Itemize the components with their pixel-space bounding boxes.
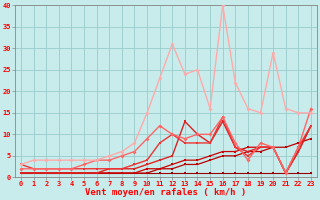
X-axis label: Vent moyen/en rafales ( km/h ): Vent moyen/en rafales ( km/h ) (85, 188, 247, 197)
